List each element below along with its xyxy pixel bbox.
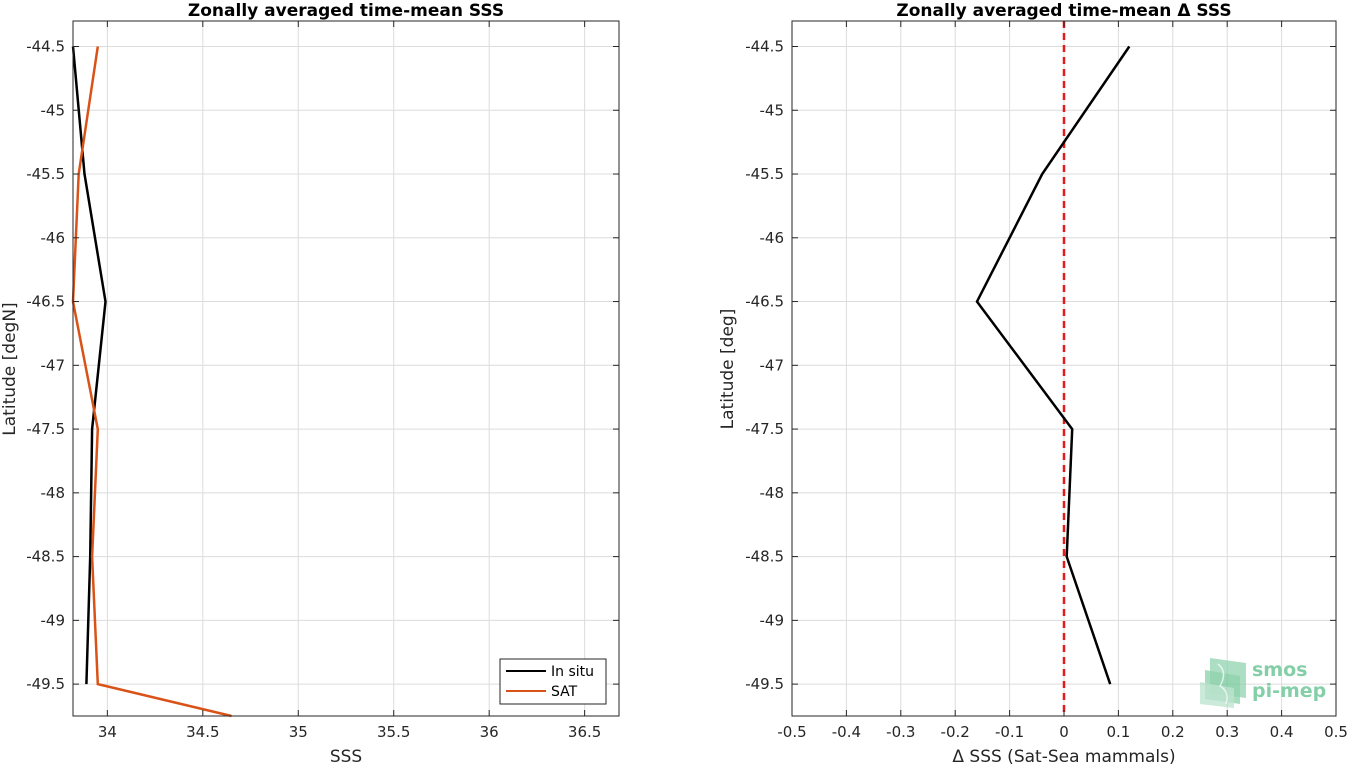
left-x-tick-label: 36 [480,723,499,741]
right-y-axis-label: Latitude [deg] [718,309,738,430]
left-x-tick-label: 34 [98,723,117,741]
right-x-tick-label: 0.1 [1106,723,1130,741]
left-y-tick-label: -47.5 [26,420,65,438]
left-y-tick-label: -47 [41,356,66,374]
left-plot-frame [72,20,620,717]
legend-label-sat: SAT [551,684,578,700]
legend-label-in-situ: In situ [551,664,594,680]
right-y-tick-label: -45.5 [745,165,784,183]
left-y-tick-label: -48 [41,484,66,502]
right-y-tick-label: -48.5 [745,548,784,566]
left-grid [73,21,619,716]
left-y-tick-label: -44.5 [26,38,65,56]
smos-pi-mep-logo: smos pi-mep [1200,658,1326,708]
right-y-tick-label: -46.5 [745,293,784,311]
right-y-tick-label: -45 [760,101,785,119]
left-x-tick-label: 35 [289,723,308,741]
right-x-axis-label: Δ SSS (Sat-Sea mammals) [952,747,1175,765]
left-y-tick-label: -49.5 [26,675,65,693]
legend-box [499,658,607,705]
right-y-tick-label: -49.5 [745,675,784,693]
left-x-tick-label: 36.5 [568,723,601,741]
right-y-tick-label: -46 [760,229,785,247]
left-y-tick-label: -49 [41,611,66,629]
right-chart-title: Zonally averaged time-mean Δ SSS [896,1,1231,21]
right-x-tick-label: -0.5 [777,723,806,741]
right-x-tick-label: 0.2 [1161,723,1185,741]
wave-logo-icon [1200,658,1246,708]
left-y-axis-label: Latitude [degN] [0,302,20,435]
right-x-tick-label: 0.4 [1270,723,1294,741]
left-y-tick-label: -46 [41,229,66,247]
right-x-tick-label: 0 [1059,723,1069,741]
left-y-tick-label: -45 [41,101,66,119]
left-y-tick-label: -48.5 [26,548,65,566]
left-x-axis-label: SSS [330,747,362,765]
right-y-tick-label: -47.5 [745,420,784,438]
left-x-tick-label: 34.5 [186,723,219,741]
right-x-tick-label: 0.5 [1324,723,1348,741]
right-x-tick-label: -0.4 [832,723,861,741]
left-chart: 34 34.5 35 35.5 36 36.5 -44.5 -45 -45.5 -46 -46.5 -… [0,1,620,765]
right-x-tick-label: -0.2 [941,723,970,741]
left-plot-area [73,21,619,716]
legend: In situ SAT [499,658,607,705]
left-chart-title: Zonally averaged time-mean SSS [188,1,504,21]
right-chart: -0.5 -0.4 -0.3 -0.2 -0.1 0 0.1 0.2 0.3 0.4 0.5 -44.… [718,1,1348,765]
right-x-tick-label: -0.1 [995,723,1024,741]
logo-text-smos: smos [1252,659,1307,681]
right-series-layer [975,45,1131,685]
right-y-tick-label: -49 [760,611,785,629]
left-ticks: 34 34.5 35 35.5 36 36.5 -44.5 -45 -45.5 -46 -46.5 -… [26,21,619,741]
left-y-tick-label: -45.5 [26,165,65,183]
left-y-tick-label: -46.5 [26,293,65,311]
right-x-tick-label: -0.3 [886,723,915,741]
right-y-tick-label: -44.5 [745,38,784,56]
right-x-tick-label: 0.3 [1215,723,1239,741]
logo-text-pi-mep: pi-mep [1252,680,1326,702]
right-series-line-delta-sss [975,45,1131,685]
right-y-tick-label: -47 [760,356,785,374]
left-x-tick-label: 35.5 [377,723,410,741]
right-y-tick-label: -48 [760,484,785,502]
right-ticks: -0.5 -0.4 -0.3 -0.2 -0.1 0 0.1 0.2 0.3 0.4 0.5 -44.… [745,21,1348,741]
